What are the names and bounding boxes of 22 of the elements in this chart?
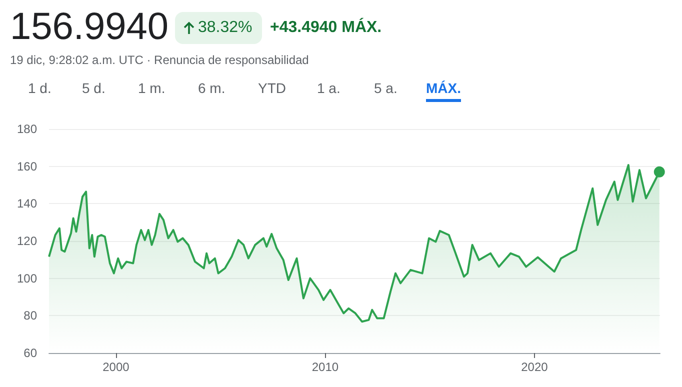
text: 1 d. [28, 80, 52, 96]
x-tick-label: 2000 [102, 360, 130, 374]
text: +43.4940 MÁX. [270, 19, 382, 37]
y-tick-label: 140 [16, 196, 38, 211]
y-tick-label: 180 [16, 122, 38, 136]
text: 5 a. [374, 80, 398, 96]
text: 5 d. [82, 80, 106, 96]
text: 38.32% [198, 19, 252, 37]
y-tick-label: 160 [16, 159, 38, 174]
text: MÁX. [426, 80, 461, 102]
y-tick-label: 100 [16, 271, 38, 286]
chart-subtitle: 19 dic, 9:28:02 a.m. UTC · Renuncia de responsabilidad [10, 53, 309, 67]
x-tick-label: 2010 [312, 360, 339, 374]
chart-title: 156.9940 [10, 6, 168, 49]
y-tick-label: 120 [16, 234, 38, 248]
x-tick-label: 2020 [521, 360, 548, 374]
text: 1 a. [317, 80, 340, 96]
text: 6 m. [198, 80, 226, 96]
y-tick-label: 60 [24, 346, 38, 360]
text: YTD [258, 80, 286, 96]
y-tick-label: 80 [24, 308, 38, 323]
text: 1 m. [138, 80, 166, 96]
